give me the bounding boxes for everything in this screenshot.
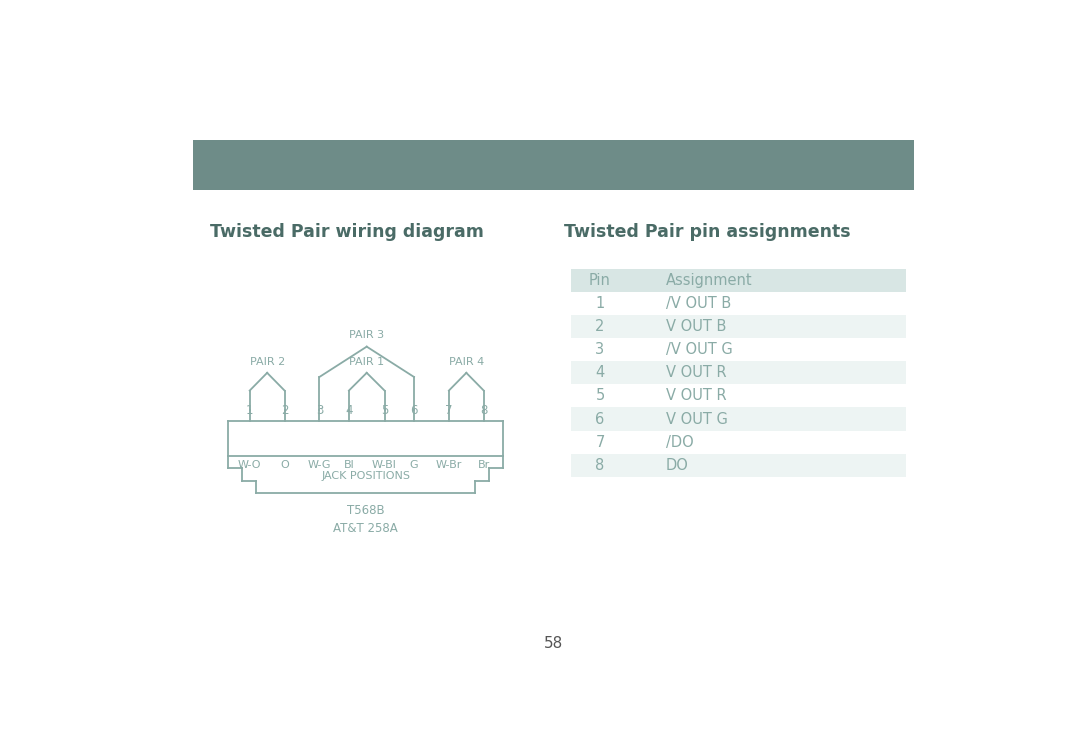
Text: /V OUT G: /V OUT G (666, 342, 732, 357)
Text: 7: 7 (595, 435, 605, 450)
Bar (571, 269, 906, 292)
Text: 3: 3 (315, 405, 323, 417)
Text: O: O (280, 459, 289, 470)
Bar (571, 431, 906, 453)
Text: V OUT R: V OUT R (666, 365, 727, 381)
Text: Bl: Bl (343, 459, 354, 470)
Text: 4: 4 (346, 405, 353, 417)
Text: JACK POSITIONS: JACK POSITIONS (321, 471, 410, 481)
Bar (571, 453, 906, 477)
Text: Twisted Pair pin assignments: Twisted Pair pin assignments (564, 223, 850, 241)
Text: /DO: /DO (666, 435, 693, 450)
Text: Assignment: Assignment (666, 273, 753, 288)
Text: /V OUT B: /V OUT B (666, 296, 731, 311)
Bar (571, 408, 906, 431)
Text: 3: 3 (595, 342, 605, 357)
Text: 1: 1 (246, 405, 254, 417)
Text: 5: 5 (381, 405, 388, 417)
Text: T568B
AT&T 258A: T568B AT&T 258A (334, 505, 397, 535)
Text: 8: 8 (481, 405, 487, 417)
Text: V OUT R: V OUT R (666, 389, 727, 403)
Text: W-G: W-G (308, 459, 332, 470)
Bar (571, 292, 906, 315)
Text: 6: 6 (410, 405, 418, 417)
Text: W-O: W-O (238, 459, 261, 470)
Text: PAIR 3: PAIR 3 (349, 330, 384, 341)
Text: 2: 2 (595, 319, 605, 334)
Text: V OUT G: V OUT G (666, 411, 728, 426)
Text: 58: 58 (544, 635, 563, 650)
Text: 4: 4 (595, 365, 605, 381)
Bar (571, 315, 906, 338)
Text: Twisted Pair wiring diagram: Twisted Pair wiring diagram (211, 223, 484, 241)
Text: 7: 7 (445, 405, 453, 417)
Text: Pin: Pin (589, 273, 611, 288)
Bar (571, 384, 906, 408)
Text: 6: 6 (595, 411, 605, 426)
Text: 5: 5 (595, 389, 605, 403)
Bar (571, 361, 906, 384)
Text: 2: 2 (281, 405, 288, 417)
Text: Br: Br (477, 459, 490, 470)
Bar (193, 141, 914, 190)
Text: PAIR 2: PAIR 2 (249, 356, 285, 367)
Text: 1: 1 (595, 296, 605, 311)
Text: W-Bl: W-Bl (373, 459, 397, 470)
Text: W-Br: W-Br (435, 459, 462, 470)
Text: PAIR 1: PAIR 1 (349, 356, 384, 367)
Bar (571, 338, 906, 361)
Text: G: G (409, 459, 418, 470)
Text: V OUT B: V OUT B (666, 319, 726, 334)
Text: 8: 8 (595, 458, 605, 473)
Text: PAIR 4: PAIR 4 (448, 356, 484, 367)
Text: DO: DO (666, 458, 689, 473)
